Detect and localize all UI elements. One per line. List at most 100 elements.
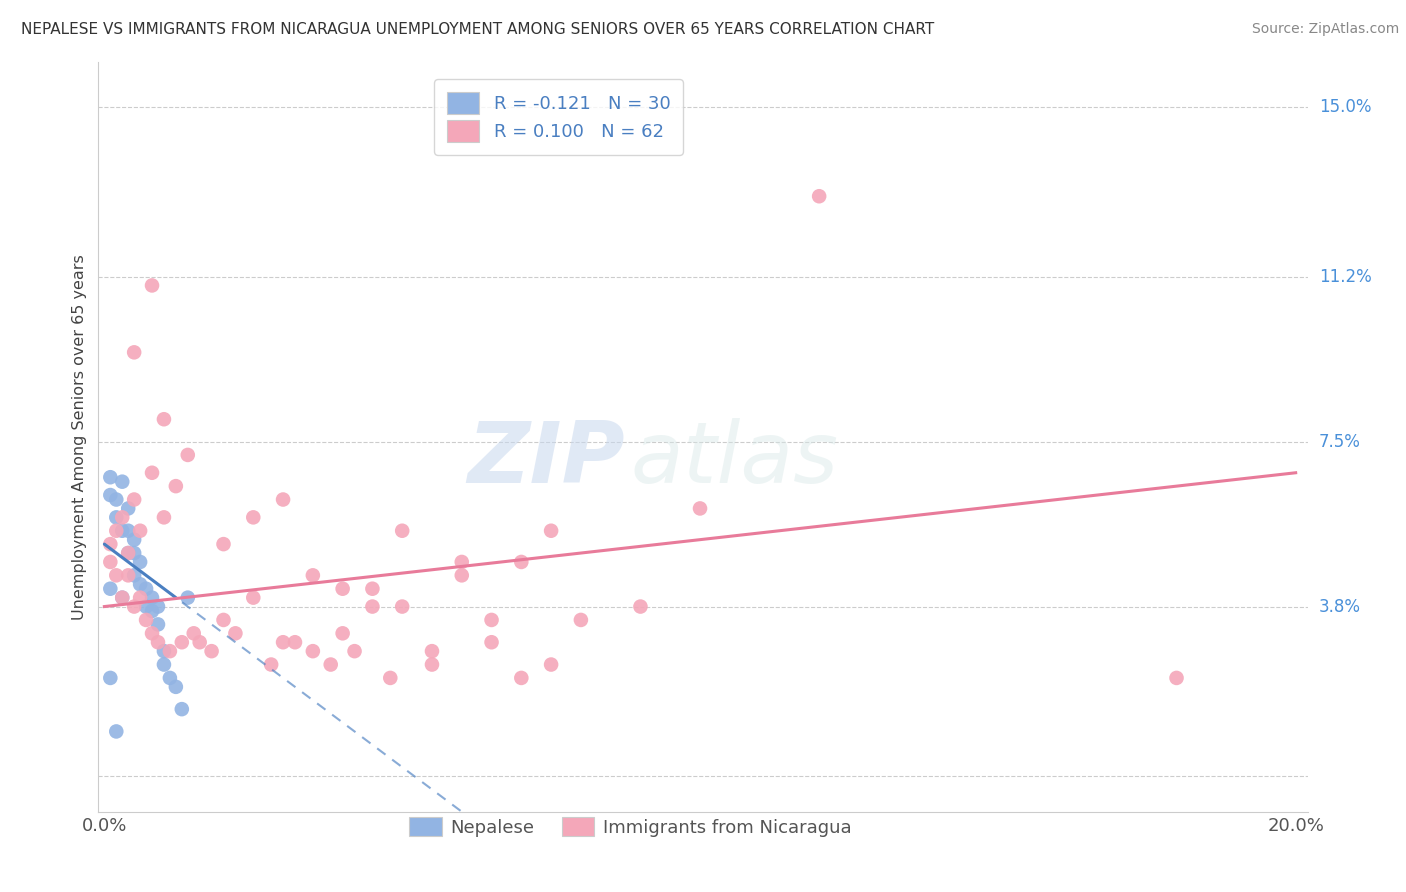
- Point: [105, 524, 128, 538]
- Point: [129, 555, 152, 569]
- Point: [569, 613, 592, 627]
- Point: [170, 635, 193, 649]
- Point: [117, 546, 139, 560]
- Text: 15.0%: 15.0%: [1319, 98, 1371, 116]
- Point: [242, 591, 264, 605]
- Point: [332, 582, 354, 596]
- Point: [129, 524, 152, 538]
- Point: [98, 470, 121, 484]
- Point: [689, 501, 711, 516]
- Point: [153, 644, 176, 658]
- Point: [510, 671, 533, 685]
- Point: [111, 591, 134, 605]
- Point: [224, 626, 246, 640]
- Point: [122, 546, 145, 560]
- Point: [111, 591, 134, 605]
- Point: [260, 657, 283, 672]
- Point: [141, 466, 163, 480]
- Point: [159, 671, 181, 685]
- Point: [450, 555, 472, 569]
- Point: [98, 671, 121, 685]
- Point: [122, 492, 145, 507]
- Legend: Nepalese, Immigrants from Nicaragua: Nepalese, Immigrants from Nicaragua: [402, 810, 859, 844]
- Point: [98, 488, 121, 502]
- Point: [242, 510, 264, 524]
- Point: [540, 524, 562, 538]
- Point: [391, 524, 413, 538]
- Point: [146, 635, 169, 649]
- Point: [302, 568, 325, 582]
- Point: [302, 644, 325, 658]
- Text: ZIP: ZIP: [467, 418, 624, 501]
- Point: [105, 492, 128, 507]
- Point: [159, 644, 181, 658]
- Point: [141, 278, 163, 293]
- Point: [135, 582, 157, 596]
- Point: [481, 613, 503, 627]
- Point: [808, 189, 831, 203]
- Point: [129, 577, 152, 591]
- Point: [183, 626, 205, 640]
- Point: [212, 613, 235, 627]
- Point: [98, 555, 121, 569]
- Point: [1166, 671, 1188, 685]
- Text: 11.2%: 11.2%: [1319, 268, 1371, 285]
- Point: [122, 533, 145, 547]
- Point: [188, 635, 211, 649]
- Point: [380, 671, 402, 685]
- Point: [170, 702, 193, 716]
- Point: [111, 524, 134, 538]
- Point: [105, 724, 128, 739]
- Point: [153, 510, 176, 524]
- Point: [177, 448, 200, 462]
- Point: [165, 680, 187, 694]
- Point: [141, 591, 163, 605]
- Point: [117, 501, 139, 516]
- Point: [153, 657, 176, 672]
- Point: [332, 626, 354, 640]
- Point: [361, 582, 384, 596]
- Text: 7.5%: 7.5%: [1319, 433, 1361, 450]
- Text: Source: ZipAtlas.com: Source: ZipAtlas.com: [1251, 22, 1399, 37]
- Point: [391, 599, 413, 614]
- Point: [135, 613, 157, 627]
- Point: [122, 568, 145, 582]
- Point: [122, 599, 145, 614]
- Point: [129, 591, 152, 605]
- Point: [271, 492, 294, 507]
- Point: [141, 604, 163, 618]
- Point: [146, 599, 169, 614]
- Point: [177, 591, 200, 605]
- Point: [165, 479, 187, 493]
- Point: [420, 644, 443, 658]
- Point: [105, 568, 128, 582]
- Point: [319, 657, 342, 672]
- Point: [117, 568, 139, 582]
- Point: [122, 345, 145, 359]
- Text: NEPALESE VS IMMIGRANTS FROM NICARAGUA UNEMPLOYMENT AMONG SENIORS OVER 65 YEARS C: NEPALESE VS IMMIGRANTS FROM NICARAGUA UN…: [21, 22, 935, 37]
- Point: [343, 644, 366, 658]
- Point: [420, 657, 443, 672]
- Point: [117, 524, 139, 538]
- Point: [98, 582, 121, 596]
- Point: [510, 555, 533, 569]
- Point: [153, 412, 176, 426]
- Point: [284, 635, 307, 649]
- Point: [481, 635, 503, 649]
- Point: [111, 475, 134, 489]
- Point: [141, 626, 163, 640]
- Point: [450, 568, 472, 582]
- Point: [111, 510, 134, 524]
- Point: [630, 599, 652, 614]
- Text: atlas: atlas: [630, 418, 838, 501]
- Point: [361, 599, 384, 614]
- Point: [200, 644, 222, 658]
- Point: [117, 546, 139, 560]
- Point: [105, 510, 128, 524]
- Point: [540, 657, 562, 672]
- Point: [98, 537, 121, 551]
- Point: [135, 599, 157, 614]
- Text: 3.8%: 3.8%: [1319, 598, 1361, 615]
- Point: [146, 617, 169, 632]
- Y-axis label: Unemployment Among Seniors over 65 years: Unemployment Among Seniors over 65 years: [72, 254, 87, 620]
